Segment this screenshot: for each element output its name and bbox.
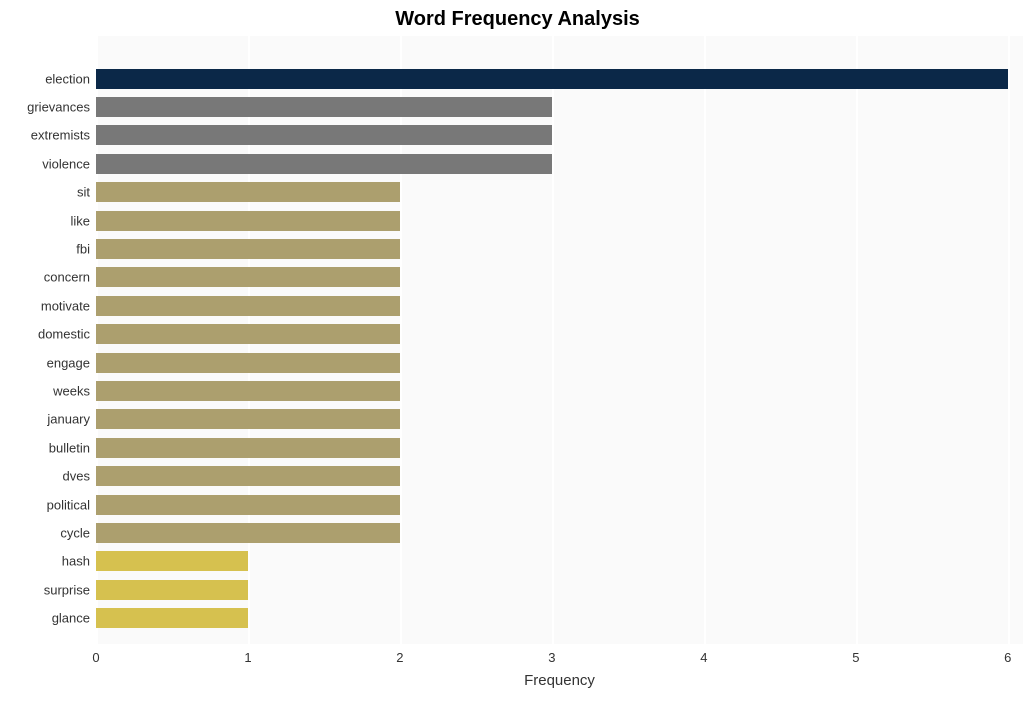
y-tick-label: election [0, 71, 90, 86]
y-tick-label: violence [0, 156, 90, 171]
bar [96, 551, 248, 571]
x-tick-label: 6 [1004, 650, 1011, 665]
y-tick-label: weeks [0, 384, 90, 399]
x-tick-label: 3 [548, 650, 555, 665]
y-tick-label: fbi [0, 242, 90, 257]
y-tick-label: dves [0, 469, 90, 484]
y-tick-label: engage [0, 355, 90, 370]
plot-area [96, 36, 1023, 644]
y-tick-label: cycle [0, 526, 90, 541]
bar [96, 69, 1008, 89]
x-tick-label: 5 [852, 650, 859, 665]
bar [96, 324, 400, 344]
bars-layer [96, 36, 1023, 644]
bar [96, 608, 248, 628]
x-tick-label: 2 [396, 650, 403, 665]
x-tick-label: 0 [92, 650, 99, 665]
bar [96, 466, 400, 486]
chart-title: Word Frequency Analysis [0, 8, 1035, 31]
bar [96, 182, 400, 202]
y-tick-label: hash [0, 554, 90, 569]
bar [96, 409, 400, 429]
y-tick-label: grievances [0, 100, 90, 115]
x-axis-label: Frequency [96, 672, 1023, 689]
bar [96, 353, 400, 373]
x-tick-label: 4 [700, 650, 707, 665]
bar [96, 97, 552, 117]
bar [96, 267, 400, 287]
y-tick-label: glance [0, 611, 90, 626]
bar [96, 495, 400, 515]
y-tick-label: surprise [0, 582, 90, 597]
bar [96, 154, 552, 174]
y-tick-label: sit [0, 185, 90, 200]
y-tick-label: like [0, 213, 90, 228]
x-tick-label: 1 [244, 650, 251, 665]
y-tick-label: january [0, 412, 90, 427]
bar [96, 523, 400, 543]
y-tick-label: political [0, 497, 90, 512]
bar [96, 211, 400, 231]
bar [96, 125, 552, 145]
y-tick-label: motivate [0, 298, 90, 313]
bar [96, 239, 400, 259]
bar [96, 438, 400, 458]
y-tick-label: extremists [0, 128, 90, 143]
bar [96, 296, 400, 316]
chart-container: Word Frequency Analysis election grievanc… [0, 0, 1035, 701]
y-tick-label: domestic [0, 327, 90, 342]
y-tick-label: concern [0, 270, 90, 285]
y-tick-label: bulletin [0, 440, 90, 455]
bar [96, 381, 400, 401]
bar [96, 580, 248, 600]
